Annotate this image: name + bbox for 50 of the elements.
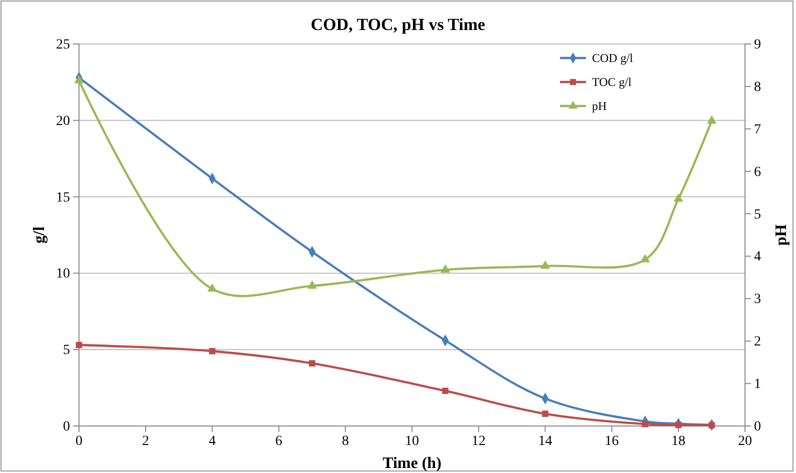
y-tick-label: 15 (56, 190, 70, 206)
x-tick-label: 12 (472, 434, 486, 449)
y-tick-label: 25 (56, 37, 70, 52)
y2-tick-label: 9 (754, 37, 761, 52)
x-tick-label: 4 (208, 434, 216, 449)
x-tick-label: 16 (604, 434, 619, 449)
y-tick-label: 5 (63, 343, 70, 358)
y2-axis-title: pH (773, 224, 790, 246)
x-tick-label: 14 (538, 434, 552, 449)
x-tick-label: 8 (342, 434, 349, 449)
point (640, 254, 650, 262)
x-tick-label: 6 (275, 434, 282, 449)
y2-tick-label: 2 (754, 334, 761, 350)
x-tick-label: 0 (76, 434, 82, 449)
point (74, 74, 84, 84)
point (442, 388, 448, 394)
legend-label: COD g/l (592, 51, 634, 65)
legend-label: TOC g/l (592, 75, 632, 89)
y2-tick-label: 0 (754, 419, 761, 434)
y2-tick-label: 7 (754, 122, 761, 138)
point (542, 410, 548, 417)
point (76, 342, 82, 348)
y2-tick-label: 3 (754, 292, 761, 308)
chart-title: COD, TOC, pH vs Time (310, 15, 486, 34)
y2-tick-label: 6 (754, 164, 761, 180)
y-tick-label: 10 (56, 266, 70, 282)
y2-tick-label: 5 (754, 207, 761, 222)
x-axis-title: Time (h) (382, 455, 442, 472)
point (440, 264, 450, 273)
legend-label: pH (592, 99, 607, 113)
point (706, 115, 717, 124)
y-axis-title: g/l (31, 226, 48, 244)
point (642, 420, 648, 428)
y2-tick-label: 1 (754, 377, 761, 392)
point (308, 360, 316, 367)
point (209, 348, 216, 354)
x-tick-label: 10 (405, 434, 419, 449)
point (540, 260, 550, 269)
point (675, 422, 682, 428)
y2-tick-label: 4 (754, 250, 761, 265)
y2-tick-label: 8 (754, 80, 761, 95)
point (207, 283, 218, 292)
y-tick-label: 0 (63, 419, 70, 434)
point (674, 193, 684, 202)
x-tick-label: 2 (142, 434, 150, 449)
x-tick-label: 18 (671, 434, 686, 449)
x-tick-label: 20 (738, 434, 752, 449)
point (307, 280, 317, 289)
y-tick-label: 20 (56, 114, 70, 129)
point (708, 422, 715, 428)
